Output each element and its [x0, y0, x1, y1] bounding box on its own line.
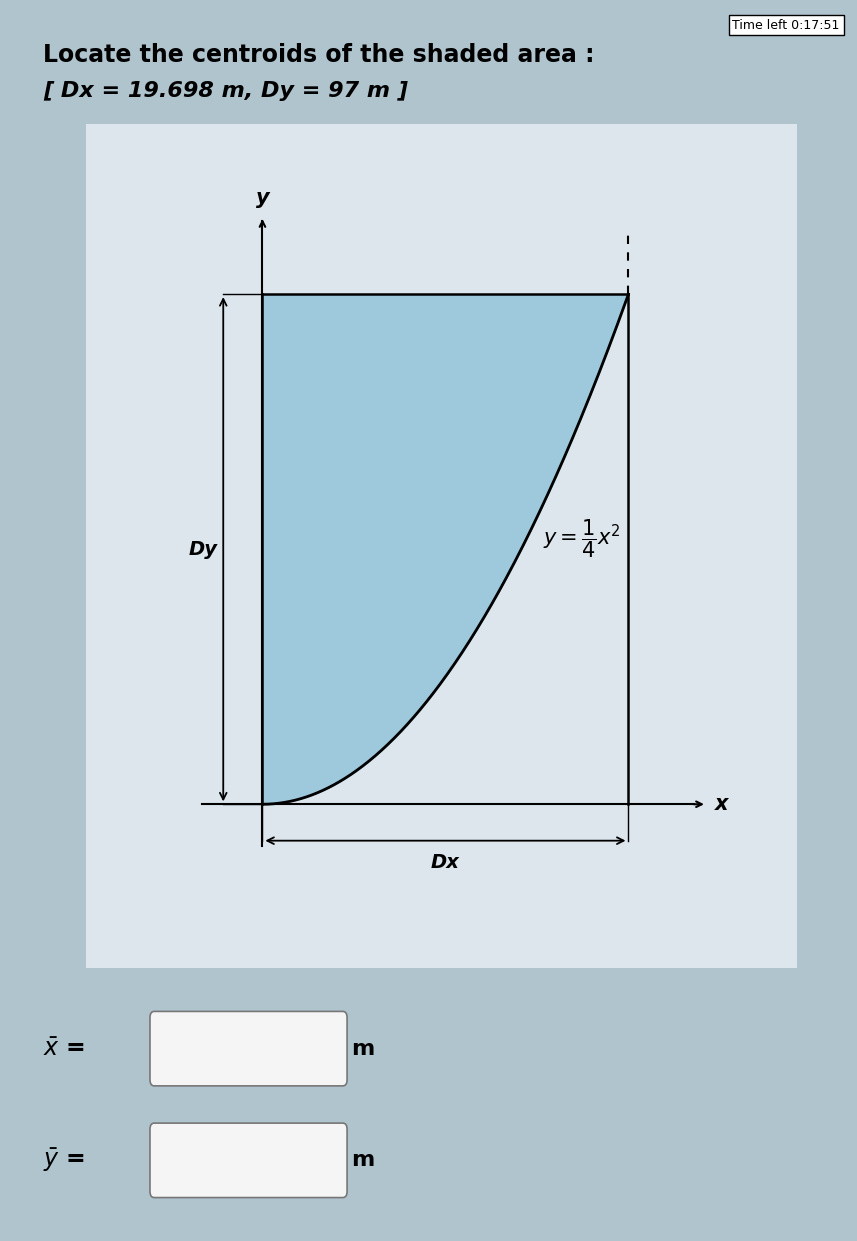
Text: $\bar{x}$ =: $\bar{x}$ = — [43, 1036, 85, 1061]
Text: m: m — [351, 1150, 375, 1170]
Text: $\bar{y}$ =: $\bar{y}$ = — [43, 1147, 85, 1174]
Text: Time left 0:17:51: Time left 0:17:51 — [733, 19, 840, 31]
Text: [ Dx = 19.698 m, Dy = 97 m ]: [ Dx = 19.698 m, Dy = 97 m ] — [43, 81, 408, 101]
Text: $y = \dfrac{1}{4}x^2$: $y = \dfrac{1}{4}x^2$ — [543, 517, 620, 560]
Text: y: y — [255, 187, 269, 207]
Text: Locate the centroids of the shaded area :: Locate the centroids of the shaded area … — [43, 43, 595, 67]
Text: Dx: Dx — [431, 853, 460, 872]
Text: x: x — [715, 794, 728, 814]
Text: m: m — [351, 1039, 375, 1059]
Text: Dy: Dy — [189, 540, 218, 558]
